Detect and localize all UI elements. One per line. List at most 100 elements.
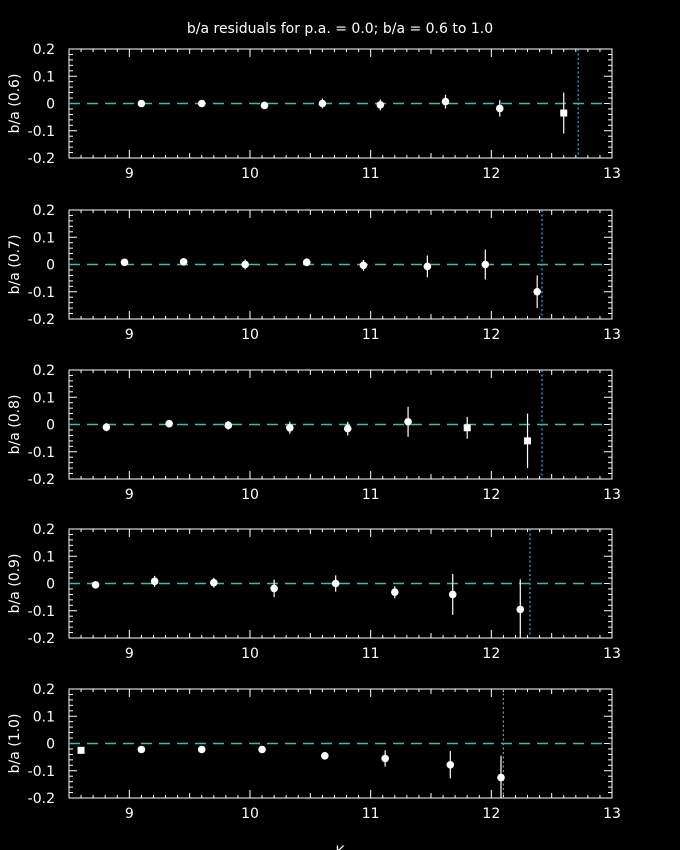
data-point: [102, 423, 111, 432]
data-point: [270, 584, 278, 593]
data-point: [331, 579, 340, 588]
data-point: [137, 745, 146, 754]
y-tick-label: 0.1: [33, 709, 55, 725]
y-tick-label: 0: [46, 97, 55, 113]
data-point: [495, 104, 504, 113]
x-tick-label: 10: [241, 806, 259, 822]
data-point: [448, 590, 457, 599]
y-tick-label: 0.1: [33, 549, 55, 565]
x-tick-label: 11: [362, 327, 380, 343]
y-tick-label: -0.2: [28, 151, 55, 167]
y-axis-label: b/a (1.0): [7, 714, 23, 774]
x-tick-label: 10: [241, 646, 259, 662]
panel-3: 9 10 11 12 13 0.2 0.1 0 -0.1 -0.2 b/a (0.8): [7, 363, 621, 503]
panel-5: 9 10 11 12 13 0.2 0.1 0 -0.1 -0.2 b/a (1.0): [7, 682, 621, 822]
y-tick-label: 0.2: [33, 203, 55, 219]
data-point: [381, 754, 389, 763]
x-tick-label: 10: [241, 327, 259, 343]
x-tick-label: 13: [603, 327, 621, 343]
y-axis-label: b/a (0.7): [7, 235, 23, 295]
data-point: [224, 421, 233, 430]
data-point: [318, 99, 327, 108]
data-point: [91, 581, 100, 589]
data-point: [524, 437, 532, 445]
y-tick-label: -0.1: [28, 285, 55, 301]
y-tick-label: -0.1: [28, 604, 55, 620]
y-tick-label: 0.1: [33, 230, 55, 246]
y-axis-label: b/a (0.8): [7, 395, 23, 455]
x-axis-label: K: [335, 844, 345, 850]
x-tick-label: 11: [362, 487, 380, 503]
y-tick-label: 0.1: [33, 390, 55, 406]
x-tick-label: 12: [482, 806, 500, 822]
y-tick-label: -0.1: [28, 764, 55, 780]
data-point: [302, 258, 311, 267]
x-tick-label: 10: [241, 487, 259, 503]
data-point: [359, 261, 368, 270]
data-point: [423, 262, 432, 271]
panel-2: 9 10 11 12 13 0.2 0.1 0 -0.1 -0.2 b/a (0.7): [7, 203, 621, 343]
data-point: [241, 260, 249, 269]
x-tick-label: 10: [241, 166, 259, 182]
y-tick-label: 0: [46, 418, 55, 434]
x-tick-label: 12: [482, 646, 500, 662]
x-tick-label: 13: [603, 646, 621, 662]
panels: 9 10 11 12 13 0.2 0.1 0 -0.1 -0.2 b/a (0.6) 9 10 11 12…: [7, 42, 621, 822]
y-tick-label: 0.2: [33, 522, 55, 538]
figure-title: b/a residuals for p.a. = 0.0; b/a = 0.6 …: [187, 21, 493, 37]
data-point: [120, 258, 129, 267]
data-point: [286, 423, 294, 432]
data-point: [179, 257, 188, 266]
data-point: [376, 101, 385, 109]
data-point: [446, 760, 455, 769]
data-point: [441, 97, 450, 106]
y-tick-label: 0: [46, 577, 55, 593]
data-point: [391, 588, 399, 597]
x-tick-label: 9: [125, 166, 134, 182]
y-axis-label: b/a (0.6): [7, 74, 23, 134]
data-point: [77, 746, 85, 754]
data-point: [516, 605, 525, 614]
data-point: [197, 99, 206, 108]
y-tick-label: -0.2: [28, 312, 55, 328]
data-point: [321, 751, 329, 760]
y-tick-label: 0: [46, 258, 55, 274]
y-axis-label: b/a (0.9): [7, 554, 23, 614]
panel-4: 9 10 11 12 13 0.2 0.1 0 -0.1 -0.2 b/a (0.9): [7, 522, 621, 662]
data-point: [150, 577, 159, 586]
x-tick-label: 11: [362, 646, 380, 662]
x-tick-label: 13: [603, 806, 621, 822]
data-point: [463, 424, 471, 432]
data-point: [210, 578, 218, 587]
data-point: [197, 745, 206, 754]
y-tick-label: -0.1: [28, 124, 55, 140]
data-point: [497, 773, 505, 782]
x-tick-label: 9: [125, 327, 134, 343]
data-point: [481, 260, 490, 269]
y-tick-label: 0.1: [33, 69, 55, 85]
data-point: [560, 109, 568, 117]
x-tick-label: 13: [603, 166, 621, 182]
x-tick-label: 11: [362, 806, 380, 822]
data-point: [533, 287, 541, 296]
x-tick-label: 13: [603, 487, 621, 503]
y-tick-label: -0.2: [28, 631, 55, 647]
data-point: [258, 745, 266, 754]
y-tick-label: -0.2: [28, 472, 55, 488]
x-tick-label: 9: [125, 646, 134, 662]
panel-1: 9 10 11 12 13 0.2 0.1 0 -0.1 -0.2 b/a (0.6): [7, 42, 621, 182]
y-tick-label: -0.1: [28, 445, 55, 461]
x-tick-label: 11: [362, 166, 380, 182]
y-tick-label: 0.2: [33, 42, 55, 58]
x-tick-label: 12: [482, 327, 500, 343]
data-point: [343, 424, 352, 433]
x-tick-label: 9: [125, 487, 134, 503]
data-point: [137, 99, 146, 108]
y-tick-label: 0: [46, 737, 55, 753]
y-tick-label: -0.2: [28, 791, 55, 807]
y-tick-label: 0.2: [33, 363, 55, 379]
data-point: [260, 101, 269, 110]
data-point: [165, 419, 173, 428]
x-tick-label: 12: [482, 166, 500, 182]
